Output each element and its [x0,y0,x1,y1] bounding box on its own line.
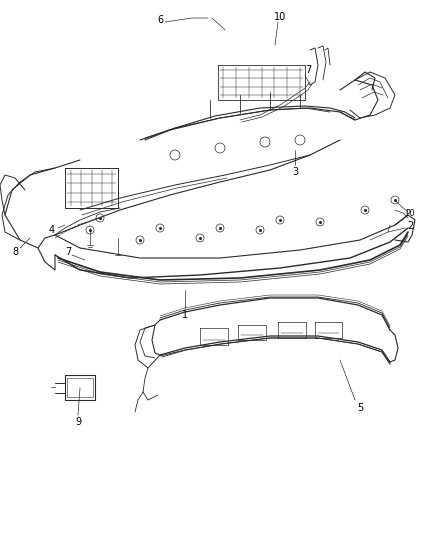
Text: 10: 10 [274,12,286,22]
Text: 5: 5 [357,403,363,413]
Text: 8: 8 [12,247,18,257]
Text: 1: 1 [182,310,188,320]
Text: 9: 9 [75,417,81,427]
Text: P0: P0 [405,209,415,219]
Text: 7: 7 [65,247,71,257]
Text: 4: 4 [49,225,55,235]
Text: 7: 7 [305,65,311,75]
Text: 6: 6 [157,15,163,25]
Text: 2: 2 [407,221,413,231]
Text: 3: 3 [292,167,298,177]
